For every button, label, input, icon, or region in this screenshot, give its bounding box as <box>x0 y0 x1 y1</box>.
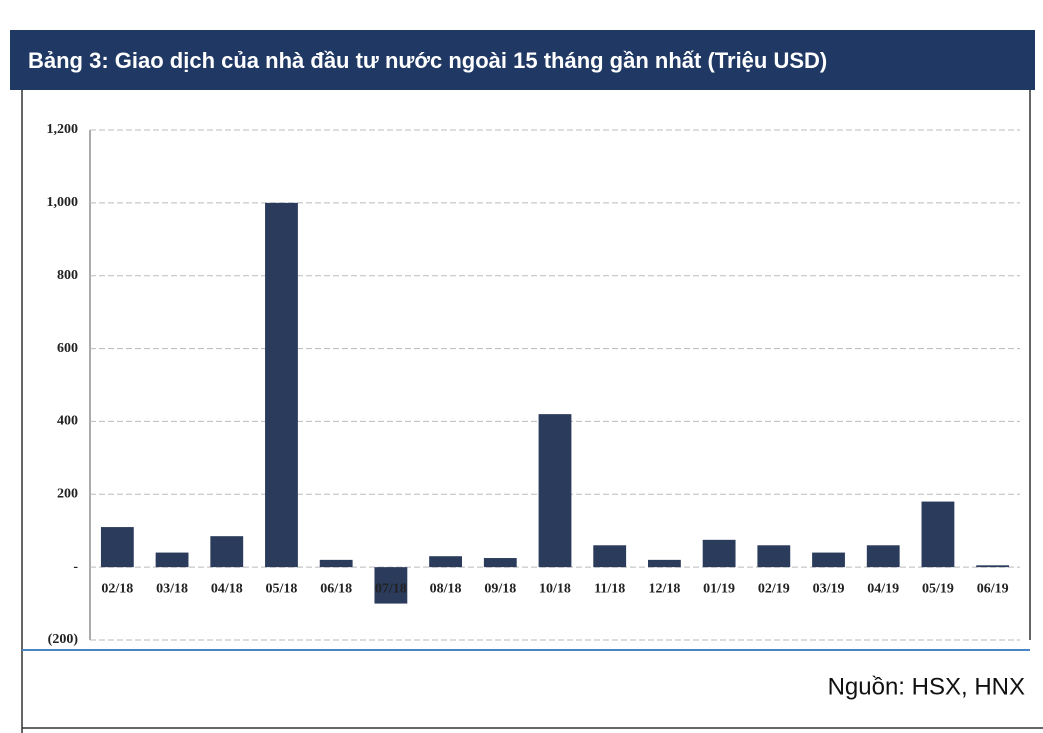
x-tick-label: 12/18 <box>648 581 680 596</box>
bar <box>593 545 627 568</box>
y-tick-label: 400 <box>57 414 78 429</box>
x-tick-label: 05/19 <box>922 581 954 596</box>
x-tick-label: 10/18 <box>539 581 571 596</box>
x-tick-label: 03/18 <box>156 581 188 596</box>
bar <box>866 545 900 568</box>
x-tick-label: 02/18 <box>101 581 133 596</box>
bar <box>538 414 572 568</box>
chart-title: Bảng 3: Giao dịch của nhà đầu tư nước ng… <box>28 48 827 73</box>
bar <box>702 539 736 568</box>
bar <box>812 552 845 568</box>
bar <box>319 559 353 568</box>
bar <box>100 527 134 568</box>
bar <box>265 202 298 568</box>
x-tick-label: 09/18 <box>484 581 516 596</box>
y-tick-label: - <box>73 559 78 574</box>
bar <box>483 558 517 568</box>
y-tick-label: (200) <box>48 632 79 647</box>
header-bar <box>10 30 1035 90</box>
bar <box>155 552 189 568</box>
y-tick-label: 1,200 <box>47 122 79 137</box>
x-tick-label: 06/18 <box>320 581 352 596</box>
bar <box>374 567 408 604</box>
x-tick-label: 08/18 <box>430 581 462 596</box>
x-tick-label: 01/19 <box>703 581 735 596</box>
source-note: Nguồn: HSX, HNX <box>828 673 1025 700</box>
x-tick-label: 04/19 <box>867 581 899 596</box>
x-tick-label: 02/19 <box>758 581 790 596</box>
bar <box>921 501 955 568</box>
bar <box>210 536 244 568</box>
bar <box>648 559 681 568</box>
x-tick-label: 07/18 <box>375 581 407 596</box>
y-tick-label: 800 <box>57 268 78 283</box>
x-tick-label: 11/18 <box>594 581 625 596</box>
y-tick-label: 600 <box>57 341 78 356</box>
x-tick-label: 05/18 <box>266 581 298 596</box>
x-tick-label: 04/18 <box>211 581 243 596</box>
bar <box>976 565 1010 568</box>
y-tick-label: 200 <box>57 487 78 502</box>
x-tick-label: 06/19 <box>977 581 1009 596</box>
bar <box>757 545 791 568</box>
y-tick-label: 1,000 <box>47 195 79 210</box>
x-tick-label: 03/19 <box>813 581 845 596</box>
bar <box>429 556 462 568</box>
